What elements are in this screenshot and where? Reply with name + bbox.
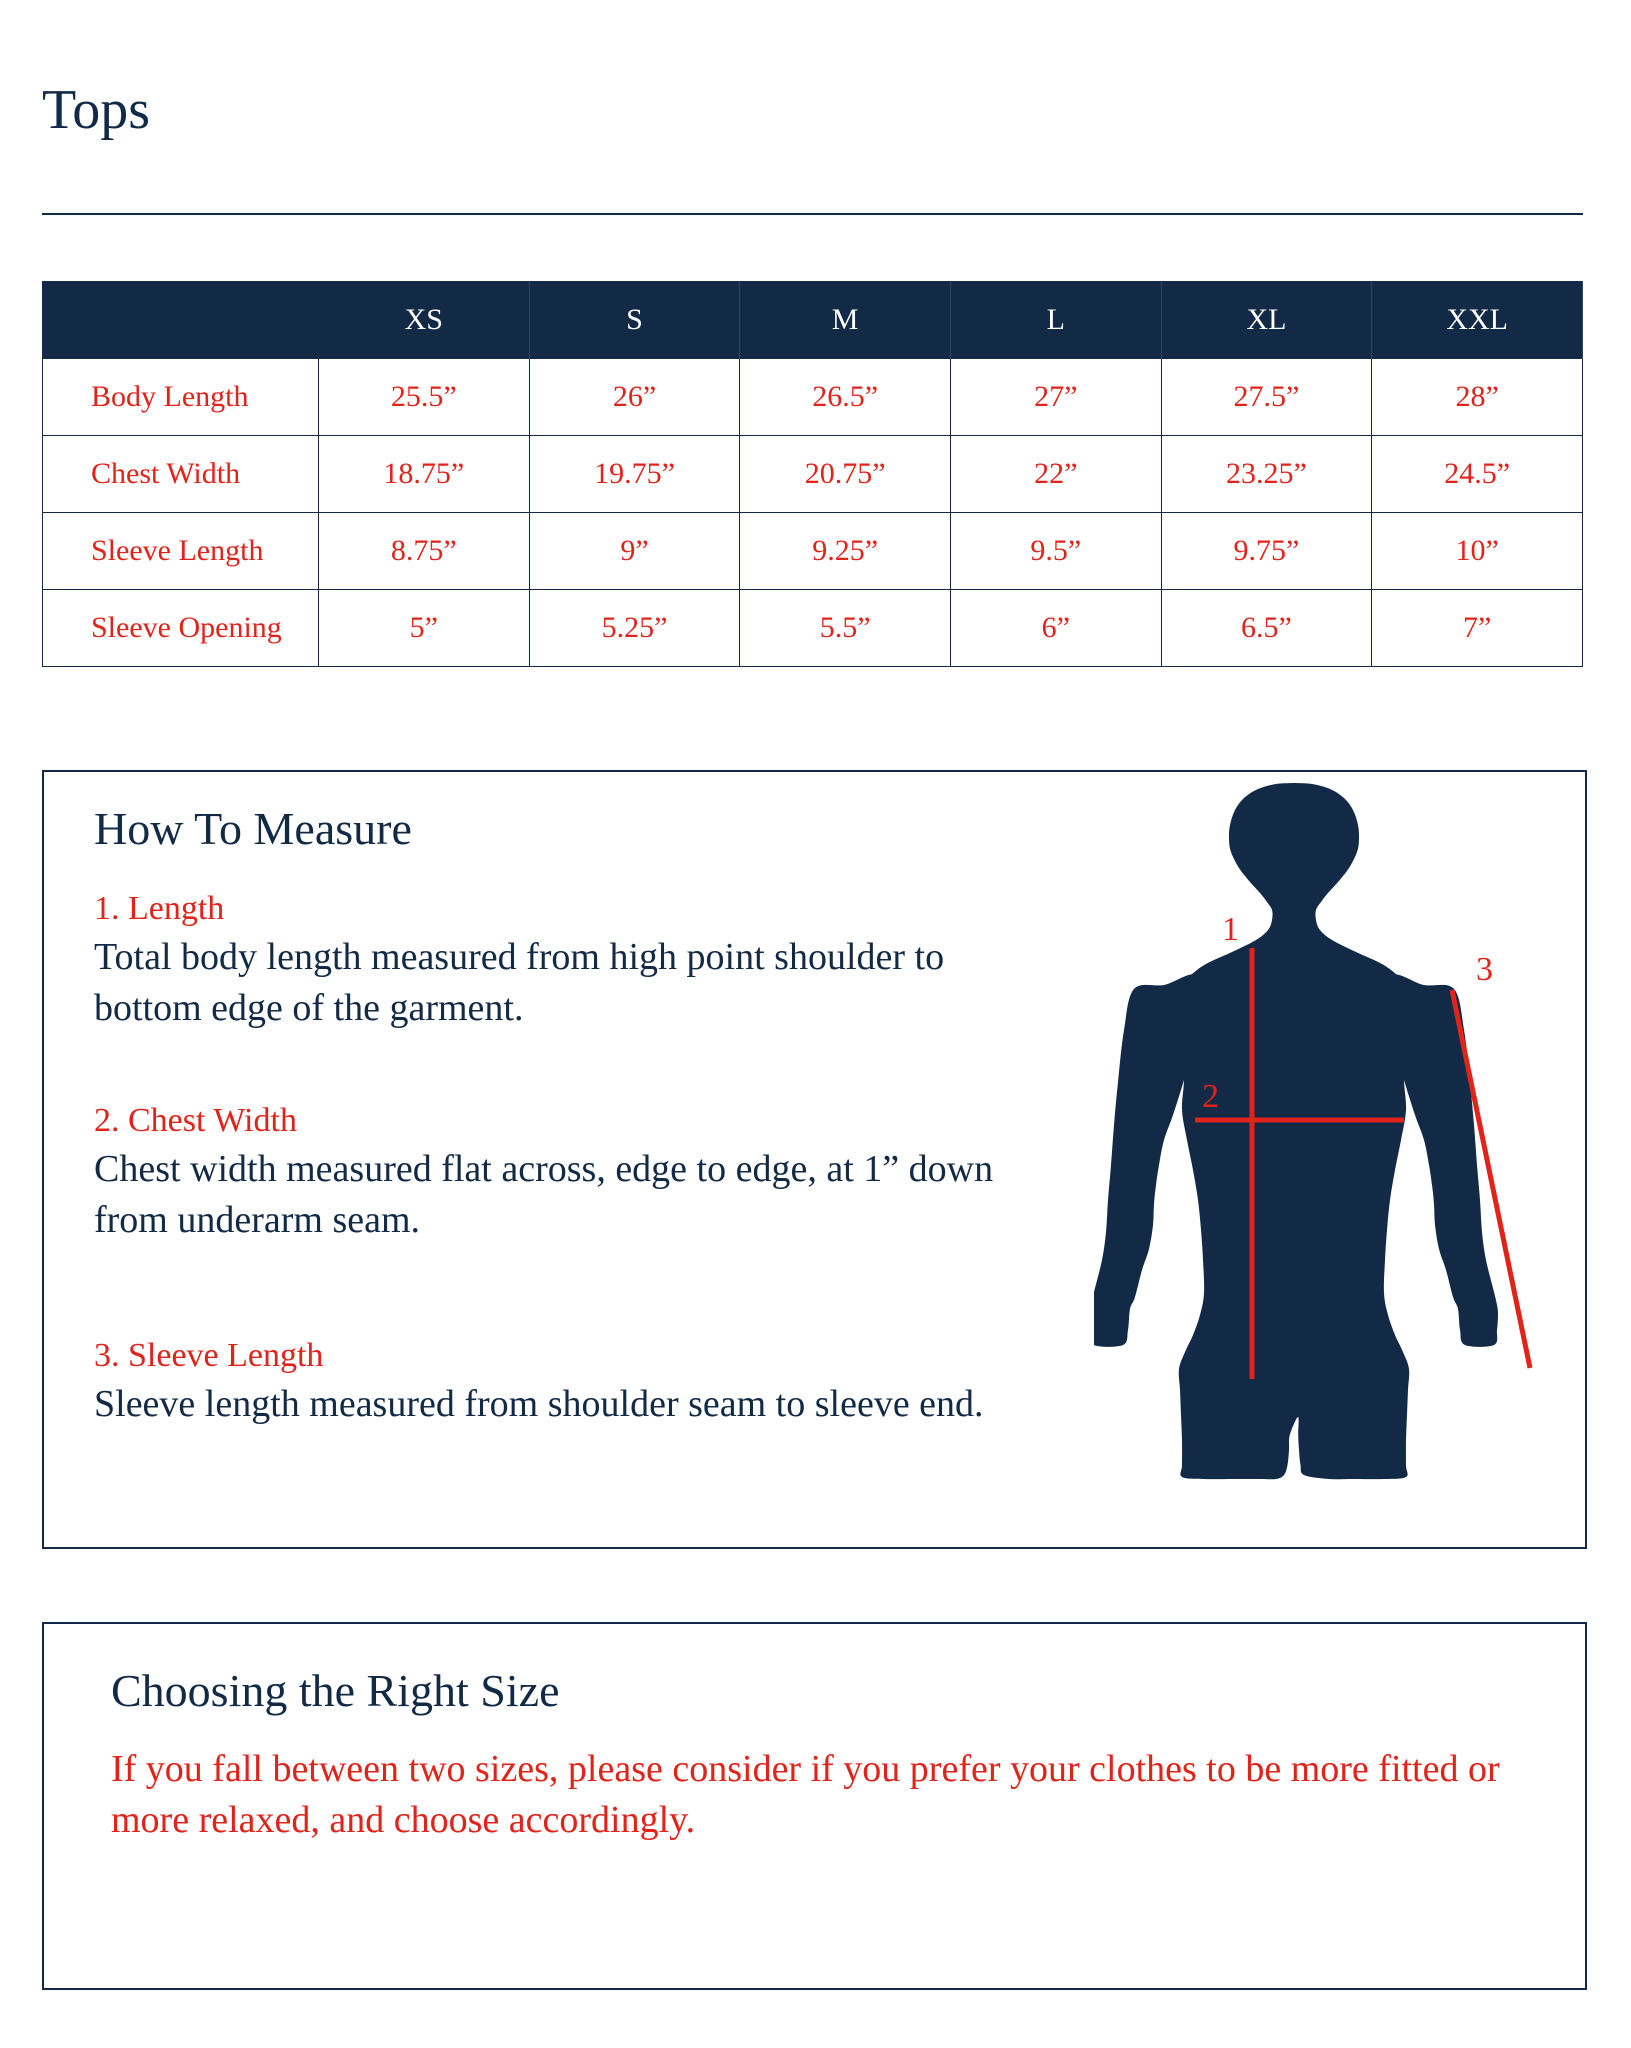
svg-text:3: 3 xyxy=(1476,951,1493,988)
svg-text:2: 2 xyxy=(1202,1078,1219,1115)
svg-text:1: 1 xyxy=(1222,911,1239,948)
